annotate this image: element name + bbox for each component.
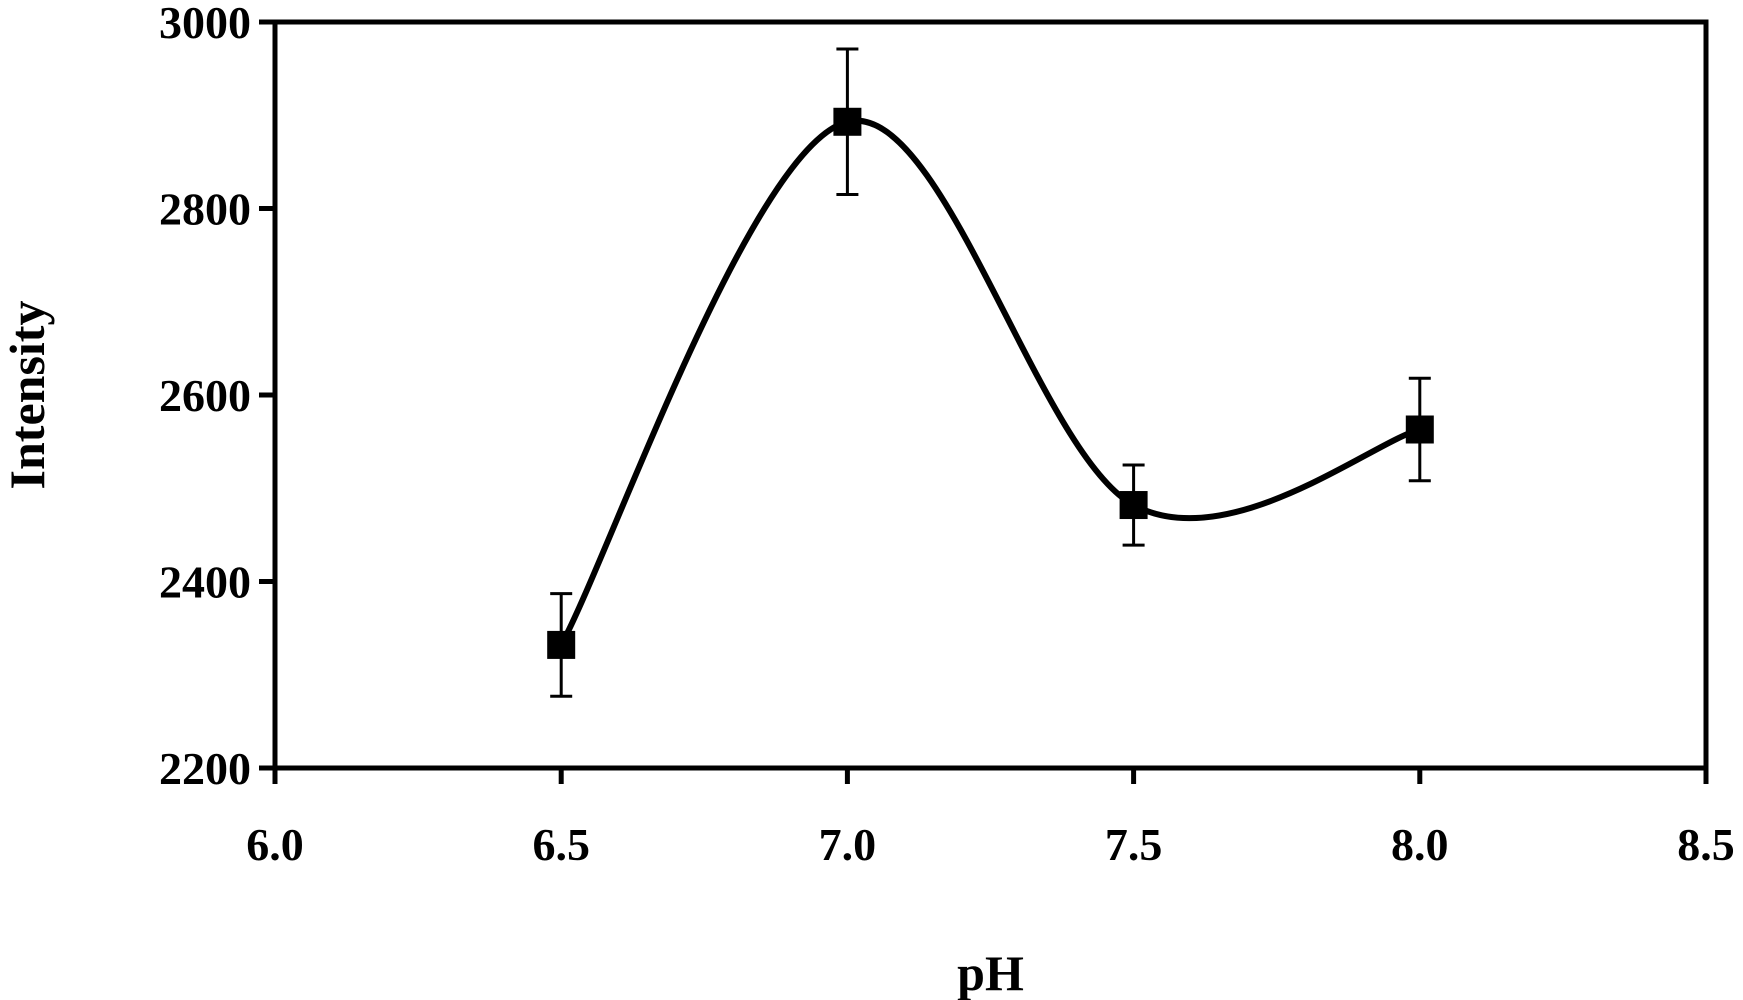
x-axis-ticks: 6.0 6.5 7.0 7.5 8.0 8.5: [246, 768, 1735, 870]
data-point-marker: [547, 631, 575, 659]
x-tick-label: 8.0: [1391, 819, 1449, 870]
series-line: [561, 121, 1420, 645]
x-axis-title: pH: [957, 945, 1024, 1000]
y-axis-ticks: 2200 2400 2600 2800 3000: [159, 0, 275, 794]
x-tick-label: 8.5: [1677, 819, 1735, 870]
data-point-marker: [1120, 491, 1148, 519]
y-tick-label: 2200: [159, 743, 251, 794]
marker-layer: [547, 108, 1434, 659]
x-tick-label: 7.5: [1105, 819, 1163, 870]
y-tick-label: 3000: [159, 0, 251, 48]
plot-area-frame: [275, 22, 1706, 768]
y-axis-title: Intensity: [0, 301, 55, 490]
series-curve-layer: [561, 121, 1420, 645]
x-tick-label: 7.0: [819, 819, 877, 870]
x-tick-label: 6.5: [532, 819, 590, 870]
y-tick-label: 2600: [159, 370, 251, 421]
data-point-marker: [1406, 416, 1434, 444]
x-tick-label: 6.0: [246, 819, 304, 870]
data-point-marker: [833, 108, 861, 136]
y-tick-label: 2400: [159, 557, 251, 608]
y-tick-label: 2800: [159, 184, 251, 235]
